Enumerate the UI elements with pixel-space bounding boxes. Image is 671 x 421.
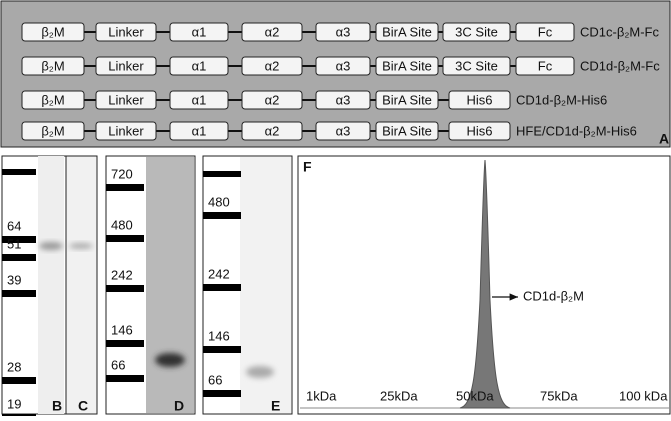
band [246,366,274,378]
gel-lane [66,156,97,414]
construct-part: Linker [108,123,144,138]
marker-bar [203,284,241,291]
construct-label: HFE/CD1d-β₂M-His6 [516,123,637,138]
x-label: 75kDa [540,388,578,403]
marker-bar [2,254,36,261]
marker-bar [203,346,241,353]
marker-label: 66 [208,372,222,387]
construct-part: β₂M [41,58,64,73]
marker-label: 66 [111,357,125,372]
marker-label: 64 [7,218,21,233]
marker-bar [106,235,144,242]
construct-part: α3 [336,92,351,107]
construct-part: Linker [108,24,144,39]
marker-label: 146 [111,322,133,337]
construct-part: α2 [265,24,280,39]
x-label: 25kDa [380,388,418,403]
construct-part: α2 [265,58,280,73]
marker-label: 39 [7,272,21,287]
gel-lane [38,156,64,414]
construct-part: β₂M [41,92,64,107]
marker-bar [2,169,36,175]
marker-label: 480 [208,194,230,209]
construct-label: CD1d-β₂M-His6 [516,92,607,107]
x-label: 100 kDa [619,388,668,403]
x-label: 1kDa [306,388,337,403]
construct-part: α3 [336,24,351,39]
construct-part: BirA Site [382,24,432,39]
construct-part: Linker [108,92,144,107]
construct-part: α1 [192,58,207,73]
panel-letter: C [78,398,88,414]
annotation: CD1d-β₂M [523,288,584,303]
construct-part: BirA Site [382,58,432,73]
marker-label: 242 [111,267,133,282]
marker-label: 19 [7,396,21,411]
construct-part: BirA Site [382,92,432,107]
marker-bar [106,184,144,191]
marker-label: 28 [7,359,21,374]
construct-part: Fc [538,24,553,39]
marker-bar [106,285,144,292]
marker-label: 480 [111,217,133,232]
construct-part: α1 [192,24,207,39]
marker-label: 242 [208,266,230,281]
construct-part: α2 [265,92,280,107]
panel-letter: B [52,398,62,414]
construct-part: 3C Site [455,24,498,39]
marker-bar [203,171,241,177]
marker-bar [203,212,241,219]
construct-part: Fc [538,58,553,73]
band [69,243,93,249]
marker-label: 51 [7,236,21,251]
panel-letter: F [303,159,312,175]
gel-lane [146,157,194,413]
construct-part: His6 [466,92,492,107]
marker-label: 720 [111,166,133,181]
marker-label: 146 [208,328,230,343]
band [39,242,63,250]
construct-part: BirA Site [382,123,432,138]
construct-part: α2 [265,123,280,138]
panel-letter: D [174,398,184,414]
construct-label: CD1d-β₂M-Fc [580,58,660,73]
construct-part: 3C Site [455,58,498,73]
marker-bar [2,377,36,384]
x-label: 50kDa [456,388,494,403]
construct-part: α3 [336,58,351,73]
construct-part: His6 [466,123,492,138]
construct-part: Linker [108,58,144,73]
panel-letter: A [659,131,669,147]
figure: β₂M Linker α1 α2 α3 BirA Site 3C Site Fc CD1c-β₂… [0,0,671,416]
construct-part: β₂M [41,123,64,138]
construct-part: α1 [192,123,207,138]
construct-label: CD1c-β₂M-Fc [580,24,659,39]
marker-bar [203,390,241,397]
panel-f: F CD1d-β₂M [298,156,670,414]
marker-bar [106,375,144,382]
band [155,353,185,367]
construct-part: α3 [336,123,351,138]
panel-letter: E [271,398,280,414]
marker-bar [2,290,36,297]
marker-bar [106,340,144,347]
construct-part: β₂M [41,24,64,39]
construct-part: α1 [192,92,207,107]
